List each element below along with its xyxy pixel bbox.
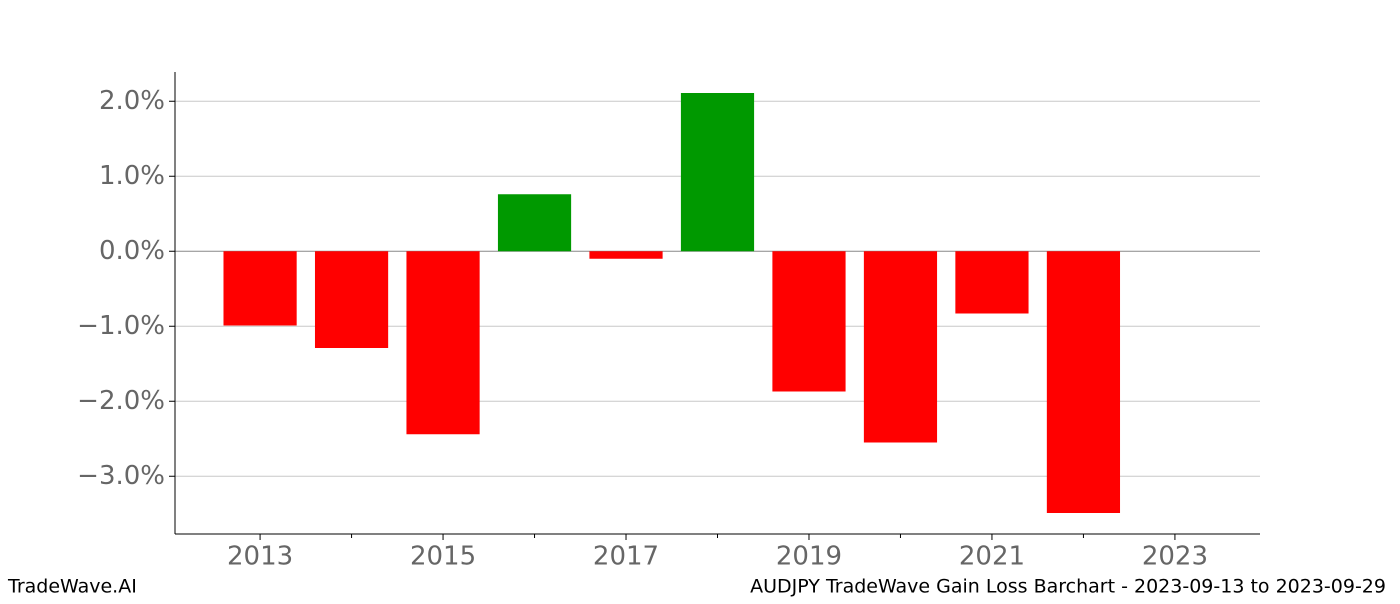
x-tick-label: 2019 (776, 542, 842, 572)
bar (955, 251, 1029, 314)
x-tick-label: 2021 (959, 542, 1025, 572)
x-tick-label: 2023 (1142, 542, 1208, 572)
source: TradeWave.AI (7, 576, 137, 598)
x-tick-label: 2017 (593, 542, 659, 572)
y-tick-label: 1.0% (99, 161, 165, 191)
bar (314, 251, 389, 348)
chart-title: AUDJPY TradeWave Gain Loss Barchart - 20… (750, 576, 1386, 598)
bar (589, 251, 663, 259)
bar (680, 93, 755, 252)
bar (497, 194, 572, 252)
y-tick-label: 0.0% (99, 236, 165, 266)
y-tick-label: −3.0% (77, 461, 165, 491)
bar (223, 251, 297, 326)
bar (1046, 251, 1121, 513)
bar (863, 251, 938, 443)
x-tick-label: 2015 (410, 542, 476, 572)
y-tick-label: −1.0% (77, 311, 165, 341)
bar (772, 251, 846, 392)
y-tick-label: −2.0% (77, 386, 165, 416)
x-tick-label: 2013 (227, 542, 293, 572)
bar (406, 251, 480, 435)
y-tick-label: 2.0% (99, 86, 165, 116)
